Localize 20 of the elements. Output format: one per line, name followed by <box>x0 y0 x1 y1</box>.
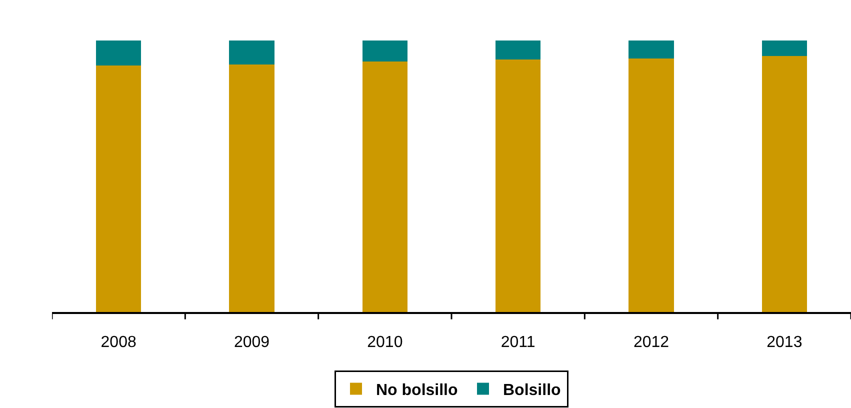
bar <box>362 62 408 312</box>
bar <box>495 59 541 312</box>
x-tick-label: 2008 <box>100 334 136 351</box>
bar <box>762 40 808 56</box>
bar <box>362 40 408 62</box>
x-tick-label: 2013 <box>766 334 802 351</box>
legend-label: No bolsillo <box>376 382 458 400</box>
bar <box>96 66 142 312</box>
x-tick-label: 2009 <box>234 334 270 351</box>
x-tick-label: 2010 <box>367 334 403 351</box>
bar <box>229 64 274 312</box>
bar <box>628 58 674 312</box>
x-tick-label: 2012 <box>633 334 670 351</box>
bar <box>229 40 274 65</box>
x-tick-label: 2011 <box>500 334 536 351</box>
bar <box>762 56 808 312</box>
bar <box>628 40 674 58</box>
bar <box>495 40 541 60</box>
legend-label: Bolsillo <box>503 382 562 400</box>
bar <box>96 40 142 66</box>
